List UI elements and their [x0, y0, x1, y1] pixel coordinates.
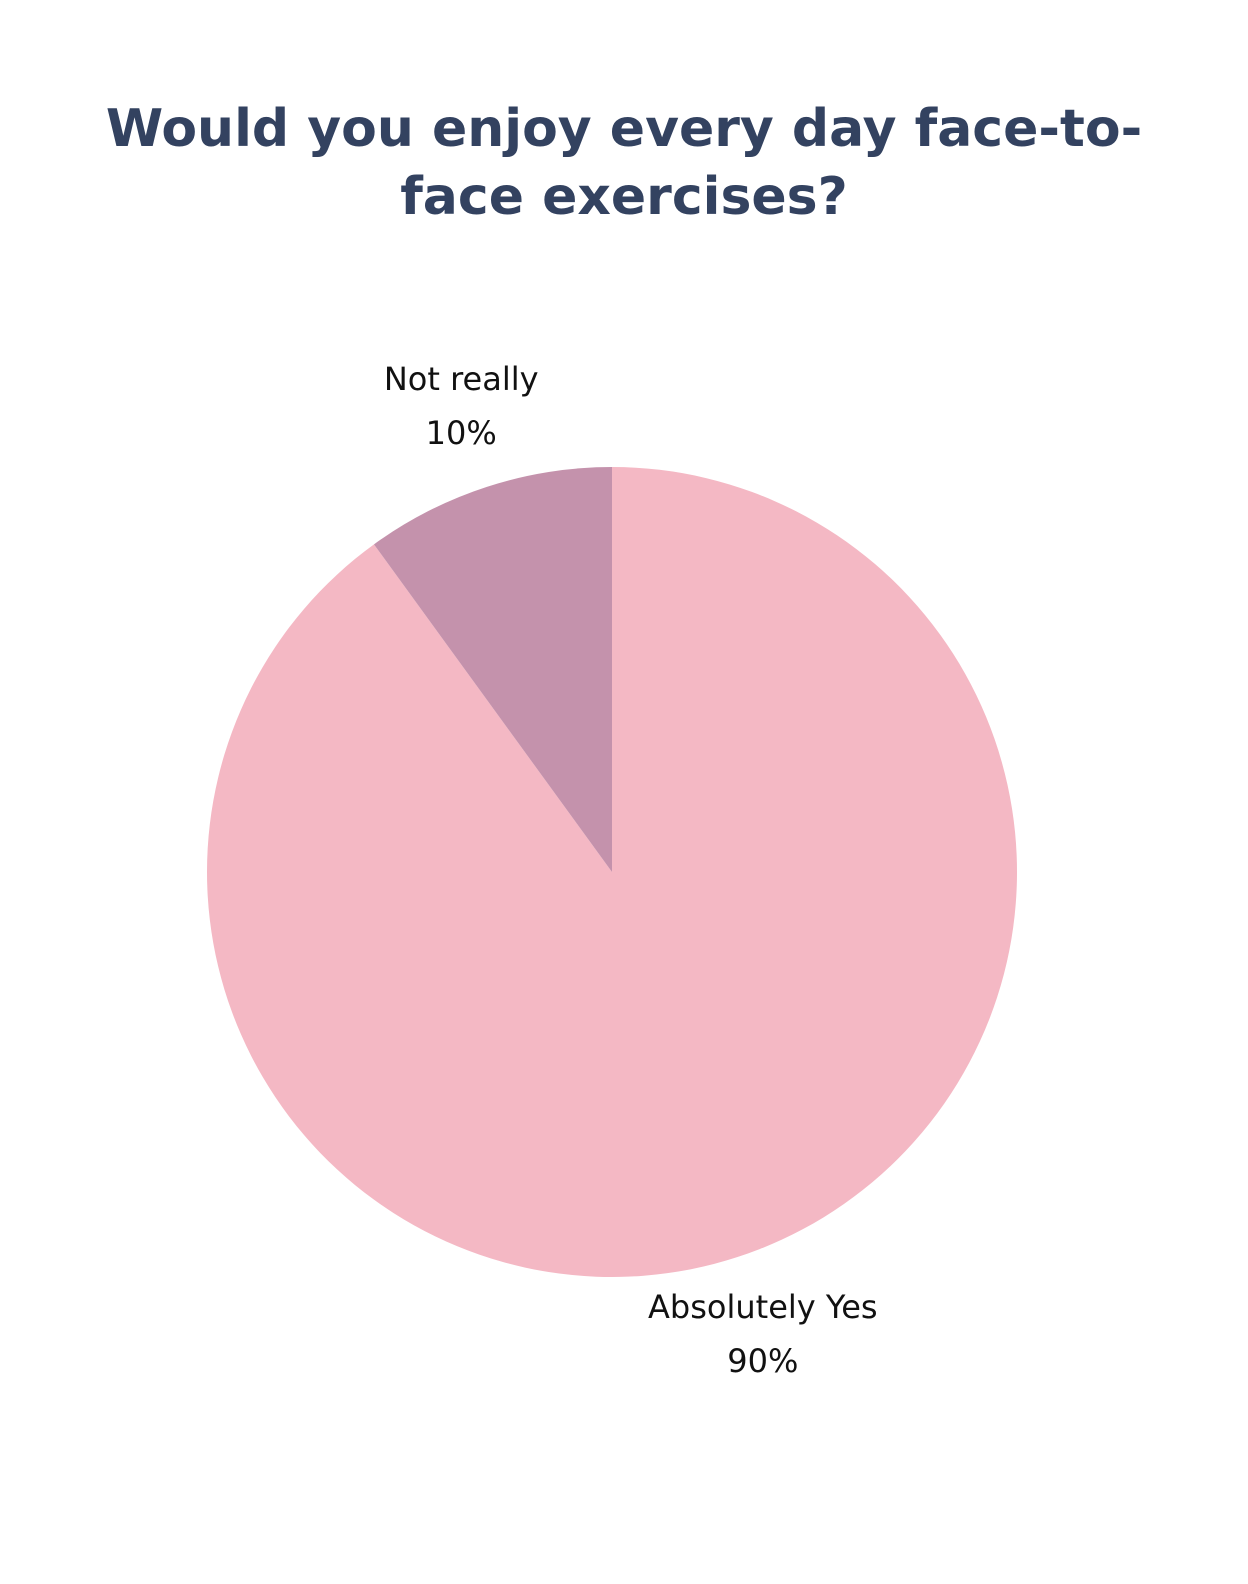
- slice-label: Not really: [384, 360, 539, 398]
- pie-slice: [373, 467, 612, 872]
- chart-title: Would you enjoy every day face-to-face e…: [105, 99, 1143, 227]
- pie-slice: [207, 467, 1018, 1277]
- value-label: 10%: [426, 414, 497, 452]
- slice-label: Absolutely Yes: [648, 1288, 878, 1326]
- value-label: 90%: [727, 1342, 798, 1380]
